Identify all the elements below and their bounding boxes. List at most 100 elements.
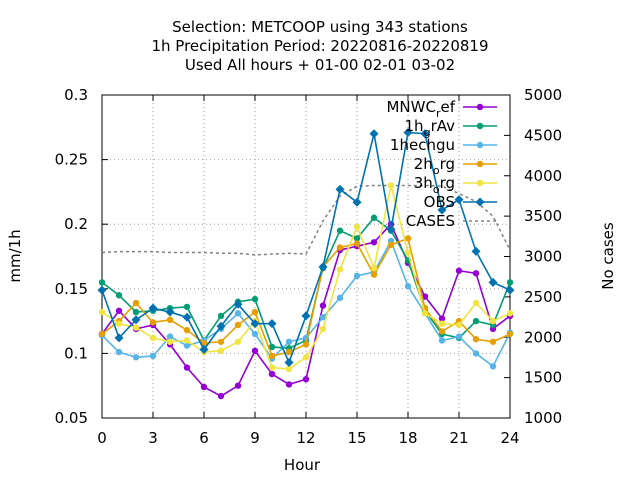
y2-tick-label: 1000 xyxy=(524,409,562,427)
data-point xyxy=(166,316,174,324)
legend-marker xyxy=(476,160,484,168)
data-point xyxy=(268,343,276,351)
data-point xyxy=(217,347,225,355)
data-point xyxy=(165,307,175,317)
data-point xyxy=(489,363,497,370)
data-point xyxy=(420,129,430,139)
data-point xyxy=(182,312,192,322)
legend-marker xyxy=(476,141,484,149)
data-point xyxy=(285,381,293,388)
data-point xyxy=(302,341,310,348)
data-point xyxy=(438,328,446,335)
data-point xyxy=(251,308,259,316)
data-point xyxy=(403,127,413,137)
data-point xyxy=(370,214,378,221)
y2-tick-label: 3500 xyxy=(524,207,562,225)
data-point xyxy=(302,376,310,383)
legend-marker xyxy=(476,103,484,111)
y2-tick-label: 4000 xyxy=(524,167,562,185)
data-point xyxy=(471,246,481,256)
y-tick-label: 0.1 xyxy=(64,344,88,362)
data-point xyxy=(132,354,140,361)
data-point xyxy=(336,227,344,234)
data-point xyxy=(353,223,361,230)
y2-tick-label: 1500 xyxy=(524,369,562,387)
y2-tick-label: 2000 xyxy=(524,328,562,346)
x-tick-label: 3 xyxy=(148,429,158,447)
y-tick-label: 0.05 xyxy=(55,409,88,427)
data-point xyxy=(472,299,480,307)
legend-label: CASES xyxy=(406,212,455,230)
data-point xyxy=(216,321,226,331)
y-tick-label: 0.25 xyxy=(55,151,88,169)
data-point xyxy=(489,338,497,345)
legend-label: 1hgrAv xyxy=(405,117,456,139)
data-point xyxy=(132,299,140,307)
y2-tick-label: 3000 xyxy=(524,248,562,266)
data-point xyxy=(336,244,344,251)
data-point xyxy=(438,337,446,344)
data-point xyxy=(268,370,276,378)
data-point xyxy=(183,303,191,311)
data-point xyxy=(318,262,328,272)
data-point xyxy=(472,335,480,343)
data-point xyxy=(506,279,514,286)
data-point xyxy=(472,350,480,357)
data-point xyxy=(149,334,157,342)
x-tick-label: 0 xyxy=(97,429,107,447)
y2-tick-label: 5000 xyxy=(524,86,562,104)
x-tick-label: 6 xyxy=(199,429,209,447)
data-point xyxy=(302,354,310,361)
data-point xyxy=(234,310,242,317)
data-point xyxy=(506,330,514,338)
data-point xyxy=(166,338,174,345)
title-line-2: 1h Precipitation Period: 20220816-202208… xyxy=(151,37,488,55)
data-point xyxy=(166,333,174,340)
tick-labels: 0 3 6 9 12 15 18 21 24 0.05 0.1 0.15 0.2 0.25 0.3 1000 1… xyxy=(55,86,563,447)
data-point xyxy=(98,308,106,316)
legend-marker xyxy=(476,122,484,130)
data-point xyxy=(284,357,294,367)
data-point xyxy=(199,345,209,355)
data-point xyxy=(200,339,208,347)
data-point xyxy=(183,342,191,349)
title-line-3: Used All hours + 01-00 02-01 03-02 xyxy=(185,56,455,74)
data-point xyxy=(132,308,140,316)
data-point xyxy=(285,365,293,373)
data-point xyxy=(387,241,395,249)
data-point xyxy=(132,324,140,331)
data-point xyxy=(421,310,429,317)
data-point xyxy=(454,195,464,205)
data-point xyxy=(149,352,157,360)
legend-marker xyxy=(475,197,485,207)
data-point xyxy=(505,285,515,295)
data-point xyxy=(183,337,191,344)
data-point xyxy=(421,293,429,300)
data-point xyxy=(98,330,106,338)
y-tick-label: 0.2 xyxy=(64,215,88,233)
data-point xyxy=(404,235,412,242)
data-point xyxy=(489,317,497,325)
series-3h_org xyxy=(98,182,514,373)
chart-title: Selection: METCOOP using 343 stations 1h… xyxy=(151,18,488,74)
data-point xyxy=(370,264,378,272)
data-point xyxy=(268,352,276,360)
series-OBS xyxy=(97,127,515,367)
legend-item-OBS: OBS xyxy=(424,193,497,211)
data-point xyxy=(472,317,480,325)
data-point xyxy=(370,239,378,246)
data-point xyxy=(267,319,277,329)
data-point xyxy=(301,311,311,321)
series-line-cases xyxy=(101,184,511,256)
data-point xyxy=(183,326,191,334)
x-tick-label: 9 xyxy=(250,429,260,447)
data-point xyxy=(234,382,242,389)
legend-label: OBS xyxy=(424,193,455,211)
legend-item-1h_grAv: 1hgrAv xyxy=(405,117,497,139)
data-point xyxy=(233,299,243,309)
data-point xyxy=(149,319,157,326)
legend-item-2h_org: 2horg xyxy=(414,155,497,177)
